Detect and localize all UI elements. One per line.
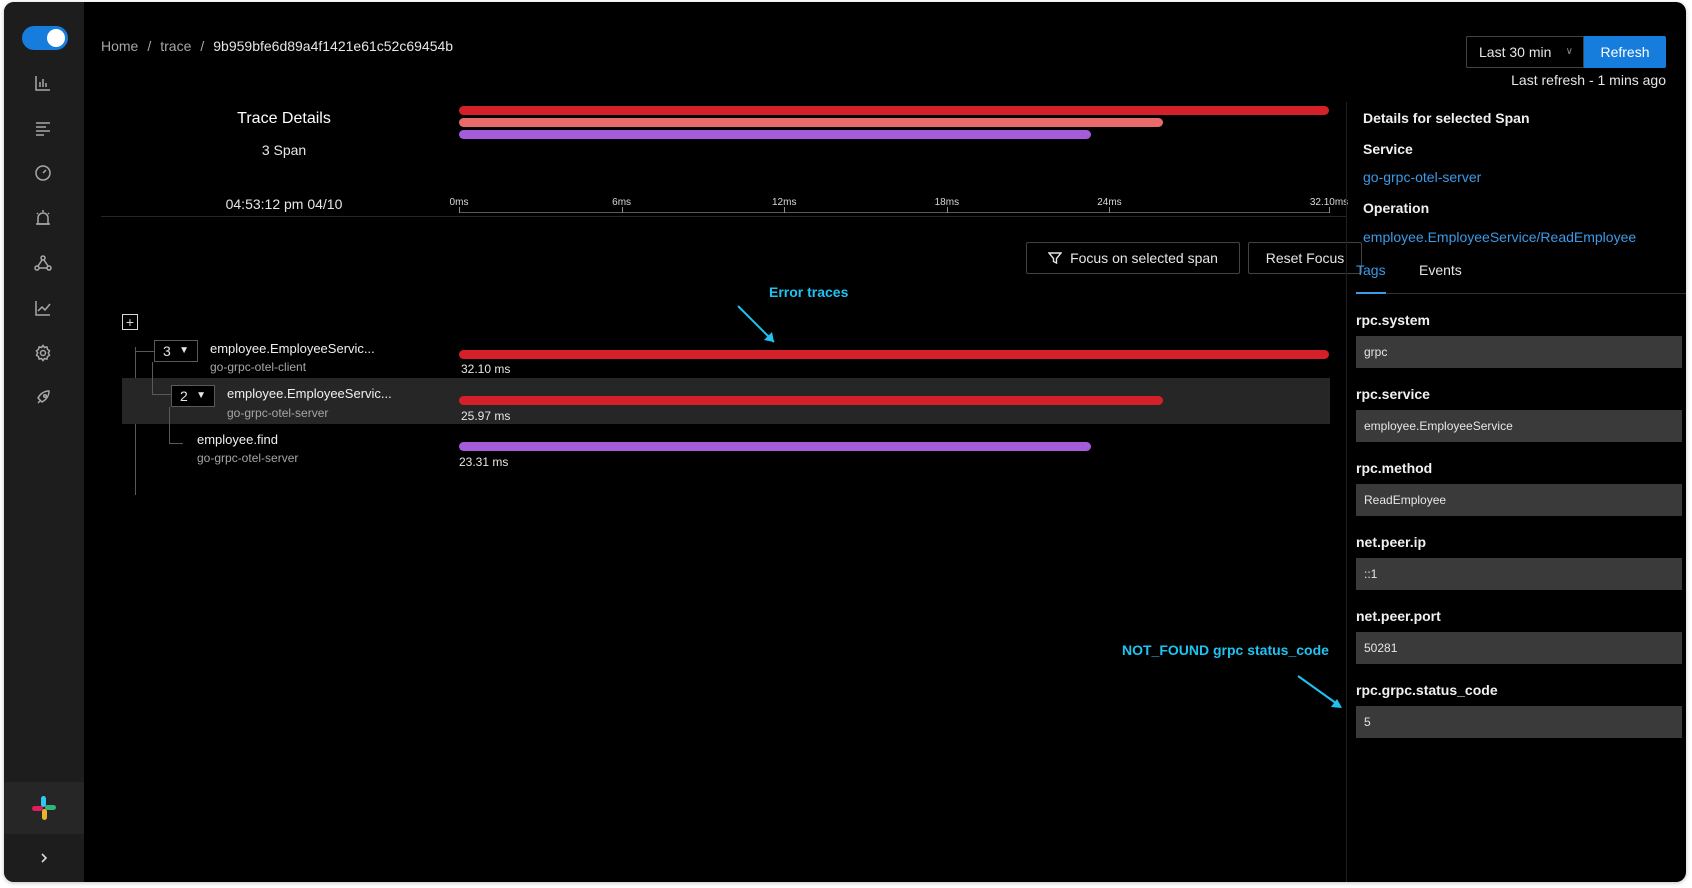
refresh-button[interactable]: Refresh	[1584, 36, 1666, 68]
panel-divider	[1346, 102, 1347, 882]
tick-label: 12ms	[771, 197, 797, 208]
timeline-axis	[459, 212, 1329, 213]
time-range-select[interactable]: Last 30 min ∨	[1466, 36, 1584, 68]
span-bar[interactable]	[459, 442, 1091, 451]
tab-events[interactable]: Events	[1419, 262, 1462, 278]
annotation-arrow	[1297, 675, 1342, 708]
sidebar	[4, 2, 84, 882]
tag-key: net.peer.port	[1356, 608, 1441, 624]
tab-tags[interactable]: Tags	[1356, 262, 1386, 278]
tree-line	[169, 407, 170, 443]
settings-icon[interactable]	[32, 342, 54, 364]
minimap-bar	[459, 118, 1163, 127]
caret-down-icon: ▼	[196, 390, 206, 401]
focus-selected-span-button[interactable]: Focus on selected span	[1026, 242, 1240, 274]
tag-value: 5	[1356, 706, 1682, 738]
not-found-annotation: NOT_FOUND grpc status_code	[1122, 642, 1329, 658]
last-refresh-text: Last refresh - 1 mins ago	[1511, 72, 1666, 88]
chevron-down-icon: ∨	[1565, 46, 1573, 57]
tick-mark	[621, 207, 623, 213]
tick-label: 6ms	[612, 197, 632, 208]
tag-key: rpc.grpc.status_code	[1356, 682, 1498, 698]
span-count: 3 Span	[261, 142, 307, 158]
tabs-divider	[1356, 293, 1686, 294]
details-heading: Details for selected Span	[1363, 110, 1530, 126]
span-name[interactable]: employee.EmployeeServic...	[210, 341, 375, 356]
span-duration: 25.97 ms	[461, 409, 511, 423]
time-range-value: Last 30 min	[1479, 44, 1552, 60]
span-service: go-grpc-otel-server	[227, 406, 329, 420]
alarm-icon[interactable]	[32, 207, 54, 229]
span-duration: 32.10 ms	[461, 362, 511, 376]
tick-label: 18ms	[934, 197, 960, 208]
list-icon[interactable]	[32, 117, 54, 139]
dashboard-chart-icon[interactable]	[32, 72, 54, 94]
gauge-icon[interactable]	[32, 162, 54, 184]
span-bar[interactable]	[459, 350, 1329, 359]
span-children-toggle[interactable]: 3 ▼	[154, 340, 198, 362]
child-count: 2	[180, 388, 188, 404]
minimap-bar	[459, 106, 1329, 115]
error-traces-annotation: Error traces	[769, 284, 849, 300]
child-count: 3	[163, 343, 171, 359]
service-value[interactable]: go-grpc-otel-server	[1363, 169, 1482, 185]
tag-key: rpc.service	[1356, 386, 1430, 402]
tick-mark	[784, 207, 786, 213]
filter-icon	[1048, 252, 1063, 265]
span-bar[interactable]	[459, 396, 1163, 405]
slack-icon[interactable]	[4, 782, 84, 834]
breadcrumb-trace[interactable]: trace	[160, 38, 192, 54]
tag-value: grpc	[1356, 336, 1682, 368]
chevron-right-icon[interactable]	[32, 846, 56, 870]
focus-label: Focus on selected span	[1070, 250, 1218, 266]
span-name[interactable]: employee.EmployeeServic...	[227, 386, 392, 401]
span-children-toggle[interactable]: 2 ▼	[171, 385, 215, 407]
theme-toggle[interactable]	[22, 26, 68, 50]
breadcrumb-home[interactable]: Home	[101, 38, 139, 54]
service-label: Service	[1363, 141, 1413, 157]
span-name[interactable]: employee.find	[197, 432, 278, 447]
tick-mark	[459, 207, 460, 213]
caret-down-icon: ▼	[179, 345, 189, 356]
tag-value: employee.EmployeeService	[1356, 410, 1682, 442]
app-window: Home / trace/9b959bfe6d89a4f1421e61c52c694…	[4, 2, 1686, 882]
tree-line	[169, 443, 183, 444]
operation-value[interactable]: employee.EmployeeService/ReadEmployee	[1363, 229, 1637, 245]
breadcrumb-trace-id: 9b959bfe6d89a4f1421e61c52c69454b	[213, 38, 454, 54]
span-service: go-grpc-otel-client	[210, 360, 307, 374]
trace-details-title: Trace Details	[237, 110, 331, 127]
tick-label: 0ms	[449, 197, 469, 208]
service-map-icon[interactable]	[32, 252, 54, 274]
tag-key: rpc.method	[1356, 460, 1433, 476]
tag-value: ReadEmployee	[1356, 484, 1682, 516]
tag-value: 50281	[1356, 632, 1682, 664]
expand-all-button[interactable]: +	[122, 314, 138, 330]
reset-focus-button[interactable]: Reset Focus	[1248, 242, 1362, 274]
tag-key: rpc.system	[1356, 312, 1430, 328]
tick-mark	[946, 207, 948, 213]
operation-label: Operation	[1363, 200, 1430, 216]
minimap-bar	[459, 130, 1091, 139]
annotation-arrow	[737, 305, 775, 343]
span-service: go-grpc-otel-server	[197, 451, 299, 465]
tick-label: 32.10ms	[1309, 197, 1349, 208]
tick-mark	[1109, 207, 1111, 213]
active-tab-indicator	[1356, 292, 1386, 294]
tree-line	[152, 362, 153, 394]
line-chart-icon[interactable]	[32, 297, 54, 319]
tag-key: net.peer.ip	[1356, 534, 1427, 550]
divider	[101, 216, 1346, 217]
breadcrumb: Home / trace/9b959bfe6d89a4f1421e61c52c694…	[101, 38, 454, 54]
trace-timestamp: 04:53:12 pm 04/10	[225, 196, 343, 212]
tag-value: ::1	[1356, 558, 1682, 590]
span-duration: 23.31 ms	[459, 455, 509, 469]
tick-label: 24ms	[1097, 197, 1122, 208]
rocket-icon[interactable]	[32, 387, 54, 409]
tree-line	[152, 394, 172, 395]
tree-line	[135, 351, 155, 352]
tick-mark	[1329, 207, 1330, 213]
